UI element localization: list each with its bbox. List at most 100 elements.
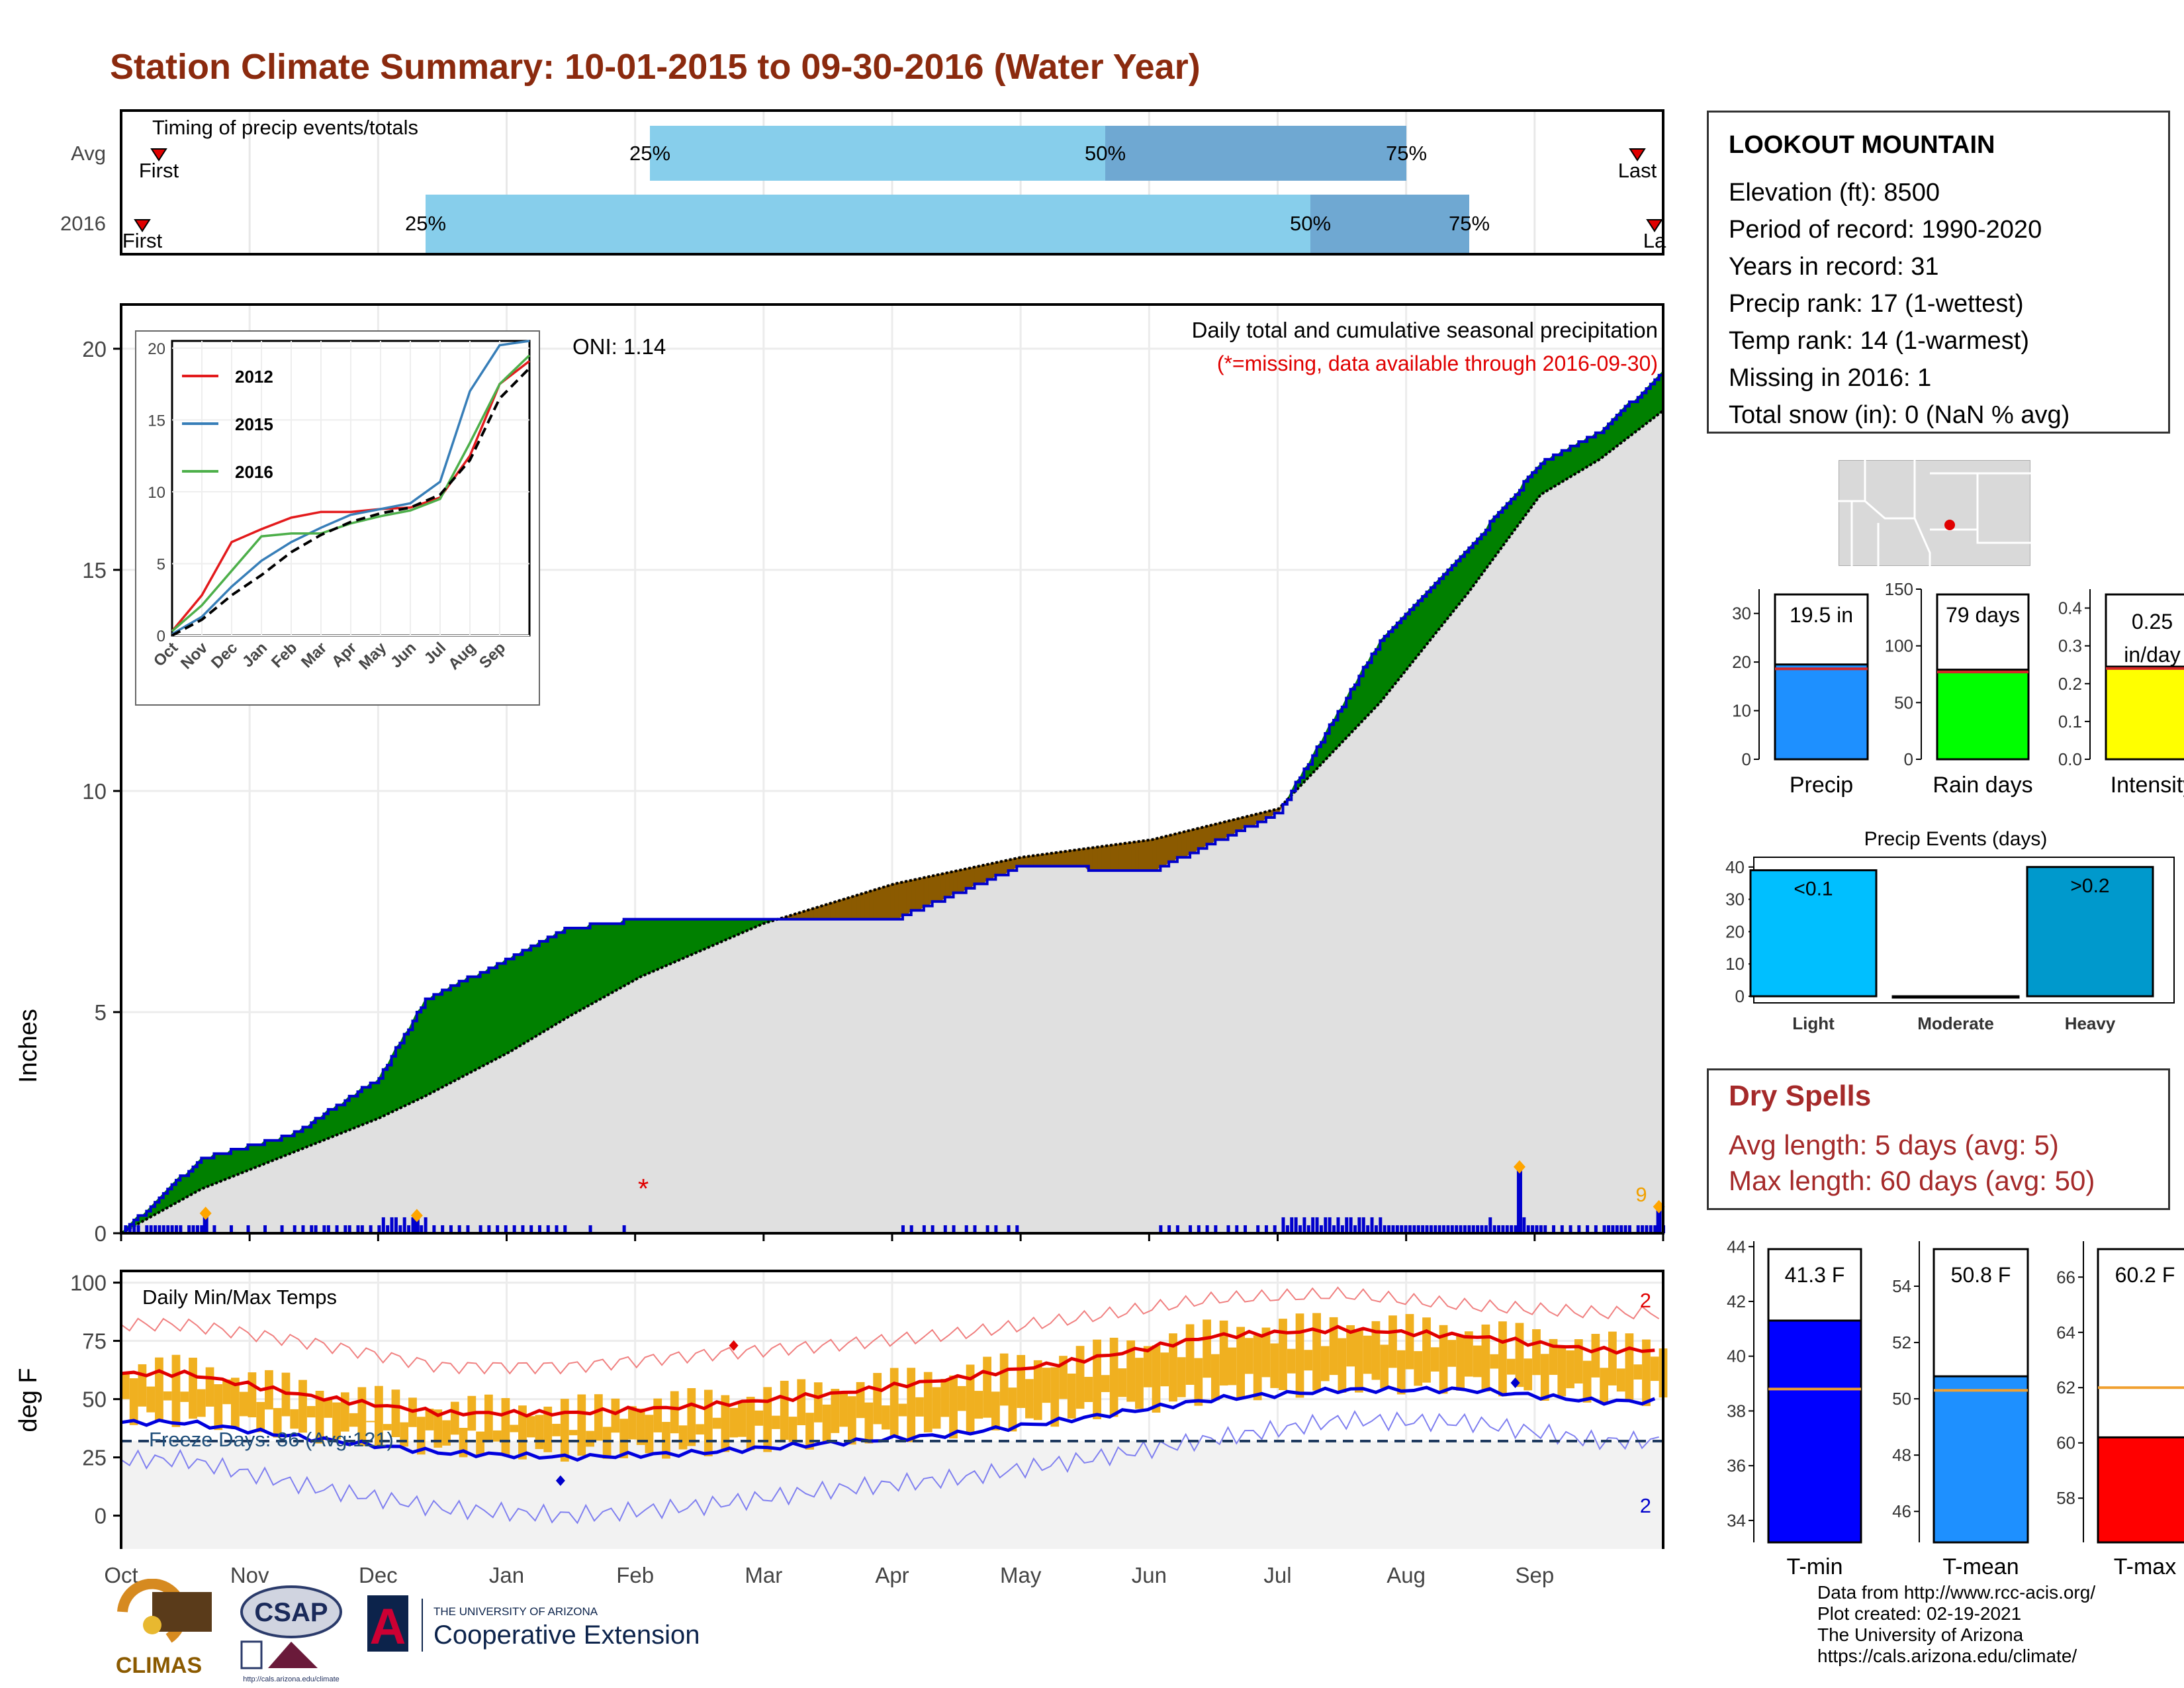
csap-text: CSAP — [254, 1598, 328, 1627]
daily-temp-range-bar — [882, 1405, 890, 1429]
summary-tick-label: 30 — [1732, 604, 1751, 624]
precip-anomaly-segment — [502, 959, 506, 1056]
daily-temp-range-bar — [797, 1380, 805, 1426]
daily-temp-range-bar — [839, 1393, 848, 1427]
daily-temp-range-bar — [1118, 1368, 1127, 1397]
precip-anomaly-segment — [543, 937, 547, 1031]
month-label: Sep — [1515, 1563, 1554, 1587]
timing-bar-early — [426, 195, 1310, 253]
daily-temp-range-bar — [1245, 1338, 1253, 1374]
precip-anomaly-segment — [687, 919, 691, 957]
credit-url: https://cals.arizona.edu/climate/ — [1817, 1646, 2095, 1667]
precip-anomaly-segment — [649, 919, 653, 973]
precip-anomaly-segment — [476, 972, 480, 1070]
daily-temp-range-bar — [1110, 1338, 1118, 1417]
summary-bar-value — [1775, 665, 1868, 759]
daily-temp-range-bar — [1532, 1329, 1541, 1375]
precip-y-tick-label: 10 — [82, 779, 107, 804]
events-bar — [1893, 996, 2019, 998]
daily-temp-range-bar — [1203, 1319, 1211, 1378]
precip-anomaly-segment — [882, 886, 886, 919]
timing-avg-first: First — [139, 159, 179, 182]
precip-anomaly-segment — [1148, 839, 1152, 870]
daily-temp-range-bar — [974, 1391, 983, 1419]
temps-chart: 0 25 50 75 100 Daily Min/Max Temps Freeze Da… — [0, 1244, 1694, 1549]
precip-events-chart: Precip Events (days) 010203040<0.1Light M… — [1694, 818, 2184, 1039]
daily-temp-range-bar — [831, 1389, 839, 1433]
timing-row-2016-label: 2016 — [60, 212, 106, 235]
daily-temp-range-bar — [1000, 1354, 1009, 1406]
daily-temp-range-bar — [637, 1409, 645, 1445]
precip-anomaly-segment — [442, 990, 446, 1088]
precip-anomaly-segment — [839, 899, 843, 919]
daily-temp-range-bar — [214, 1384, 222, 1430]
precip-anomaly-segment — [467, 977, 471, 1074]
precip-anomaly-segment — [514, 955, 518, 1049]
daily-temp-range-bar — [653, 1399, 662, 1432]
precip-y-tick-label: 15 — [82, 558, 107, 583]
daily-precip-bar-large — [1517, 1167, 1522, 1233]
daily-temp-range-bar — [248, 1372, 257, 1417]
precip-anomaly-segment — [1025, 856, 1029, 866]
daily-temp-range-bar — [890, 1368, 899, 1438]
daily-temp-range-bar — [899, 1404, 907, 1417]
precip-count-label: 9 — [1635, 1183, 1647, 1206]
inset-y-tick-label: 20 — [148, 340, 165, 358]
daily-temp-range-bar — [729, 1408, 738, 1438]
precip-anomaly-segment — [674, 919, 678, 962]
precip-anomaly-segment — [1144, 840, 1148, 870]
precip-anomaly-segment — [886, 885, 889, 919]
daily-temp-range-bar — [940, 1379, 949, 1417]
daily-temp-range-bar — [772, 1416, 780, 1429]
daily-temp-range-bar — [1093, 1340, 1101, 1419]
inset-y-tick-label: 15 — [148, 412, 165, 430]
daily-temp-range-bar — [1380, 1344, 1388, 1388]
precip-anomaly-segment — [484, 968, 488, 1065]
daily-temp-range-bar — [991, 1391, 1000, 1430]
daily-temp-range-bar — [130, 1378, 138, 1425]
precip-anomaly-segment — [958, 870, 962, 893]
precip-y-axis-label: Inches — [15, 1009, 42, 1083]
daily-precip-bar — [1311, 1217, 1314, 1233]
daily-precip-bar — [1295, 1217, 1298, 1233]
precip-anomaly-segment — [590, 923, 594, 1005]
precip-anomaly-segment — [447, 986, 451, 1085]
daily-precip-bar — [1371, 1217, 1374, 1233]
precip-anomaly-segment — [894, 883, 898, 919]
precip-anomaly-segment — [1160, 837, 1164, 867]
daily-precip-bar — [382, 1217, 385, 1233]
precip-anomaly-segment — [1152, 839, 1156, 870]
daily-temp-range-bar — [1591, 1334, 1600, 1378]
precip-anomaly-segment — [433, 994, 437, 1092]
precip-anomaly-segment — [561, 928, 565, 1021]
events-tick-label: 0 — [1735, 986, 1745, 1006]
precip-anomaly-segment — [1122, 843, 1126, 871]
daily-temp-range-bar — [611, 1399, 619, 1432]
daily-temp-range-bar — [1583, 1361, 1592, 1403]
daily-temp-range-bar — [577, 1394, 586, 1456]
daily-temp-range-bar — [180, 1391, 189, 1402]
daily-temp-range-bar — [1456, 1335, 1465, 1391]
precip-anomaly-segment — [607, 923, 611, 995]
precip-anomaly-segment — [713, 919, 717, 946]
precip-anomaly-segment — [1097, 847, 1101, 870]
timing-avg-last: Last — [1618, 159, 1657, 182]
daily-temp-range-bar — [1617, 1368, 1625, 1391]
summary-bar-value-label: 0.25 — [2132, 610, 2173, 633]
daily-temp-range-bar — [155, 1358, 163, 1421]
precip-anomaly-segment — [510, 955, 514, 1052]
daily-temp-range-bar — [873, 1373, 882, 1424]
daily-temp-range-bar — [1498, 1321, 1507, 1396]
daily-temp-range-bar — [823, 1405, 831, 1442]
daily-temp-range-bar — [1473, 1346, 1482, 1378]
precip-anomaly-segment — [493, 963, 497, 1060]
daily-temp-range-bar — [1220, 1321, 1228, 1385]
daily-temp-range-bar — [298, 1380, 307, 1433]
daily-temp-range-bar — [1414, 1351, 1422, 1385]
precip-anomaly-segment — [848, 897, 852, 919]
timing-avg-q25: 25% — [629, 142, 670, 165]
daily-precip-bar — [1522, 1217, 1525, 1233]
precip-anomaly-segment — [658, 919, 662, 970]
precip-anomaly-segment — [426, 999, 430, 1096]
precip-anomaly-segment — [451, 986, 455, 1083]
